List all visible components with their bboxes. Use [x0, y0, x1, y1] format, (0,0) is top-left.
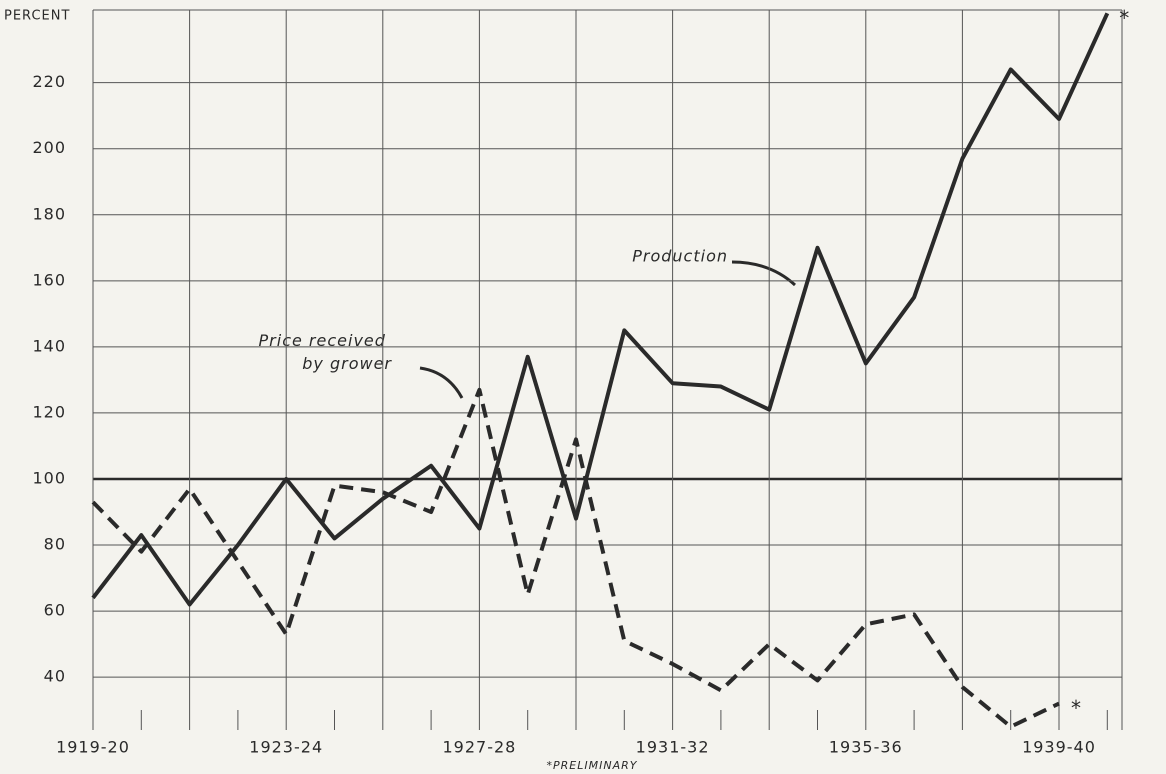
x-tick-label: 1931-32	[636, 738, 710, 757]
series-line	[91, 12, 1110, 607]
y-tick-label: 200	[32, 138, 66, 157]
annotation-line: Price received	[259, 331, 386, 350]
y-tick-label: 60	[44, 601, 66, 620]
y-axis-label: PERCENT	[4, 9, 70, 24]
x-tick-label: 1923-24	[249, 738, 323, 757]
annotation-arrow	[419, 366, 464, 399]
y-tick-label: 140	[32, 336, 66, 355]
series-annotation: Production	[632, 247, 728, 266]
footnote: *PRELIMINARY	[547, 759, 638, 772]
series-annotation: Price received by grower	[259, 331, 393, 373]
y-tick-label: 100	[32, 468, 66, 487]
y-tick-label: 220	[32, 72, 66, 91]
annotation: *	[1119, 6, 1130, 30]
x-tick-label: 1935-36	[829, 738, 903, 757]
x-tick-label: 1927-28	[442, 738, 516, 757]
series-line	[91, 387, 1060, 729]
annotation-line: by grower	[302, 354, 392, 373]
y-tick-label: 120	[32, 402, 66, 421]
y-tick-label: 160	[32, 270, 66, 289]
y-tick-label: 180	[32, 204, 66, 223]
x-tick-label: 1919-20	[56, 738, 130, 757]
y-tick-label: 40	[44, 667, 66, 686]
annotation: *	[1071, 696, 1082, 720]
x-tick-label: 1939-40	[1022, 738, 1096, 757]
y-tick-label: 80	[44, 535, 66, 554]
annotation-arrow	[731, 260, 797, 287]
